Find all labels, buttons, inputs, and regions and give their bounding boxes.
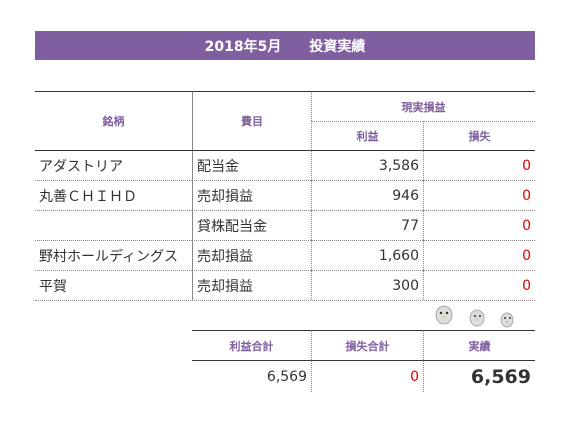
title-bar: 2018年5月 投資実績 <box>35 31 535 60</box>
profit: 946 <box>311 180 423 210</box>
item: 売却損益 <box>192 270 311 300</box>
loss: 0 <box>423 270 535 300</box>
item: 配当金 <box>192 150 311 180</box>
profit: 3,586 <box>311 150 423 180</box>
item: 売却損益 <box>192 240 311 270</box>
stock-name: 丸善ＣＨＩＨＤ <box>35 180 192 210</box>
profit: 77 <box>311 210 423 240</box>
summary-value: 0 <box>311 360 423 392</box>
loss: 0 <box>423 210 535 240</box>
profit: 1,660 <box>311 240 423 270</box>
table-bottom <box>35 300 535 301</box>
item: 売却損益 <box>192 180 311 210</box>
stock-name: 野村ホールディングス <box>35 240 192 270</box>
header-cell: 損失 <box>423 121 535 150</box>
stock-name: アダストリア <box>35 150 192 180</box>
summary-total: 6,569 <box>423 360 535 392</box>
loss: 0 <box>423 180 535 210</box>
stock-name <box>35 210 192 240</box>
loss: 0 <box>423 150 535 180</box>
header-cell: 利益 <box>311 121 423 150</box>
header-cell: 銘柄 <box>35 91 192 150</box>
loss: 0 <box>423 240 535 270</box>
summary-value: 6,569 <box>192 360 311 392</box>
bird-icons <box>435 305 514 328</box>
stock-name: 平賀 <box>35 270 192 300</box>
item: 貸株配当金 <box>192 210 311 240</box>
profit: 300 <box>311 270 423 300</box>
summary-header: 利益合計 <box>192 330 311 360</box>
header-cell: 現実損益 <box>311 91 535 121</box>
summary-header: 損失合計 <box>311 330 423 360</box>
summary-header: 実績 <box>423 330 535 360</box>
header-cell: 費目 <box>192 91 311 150</box>
